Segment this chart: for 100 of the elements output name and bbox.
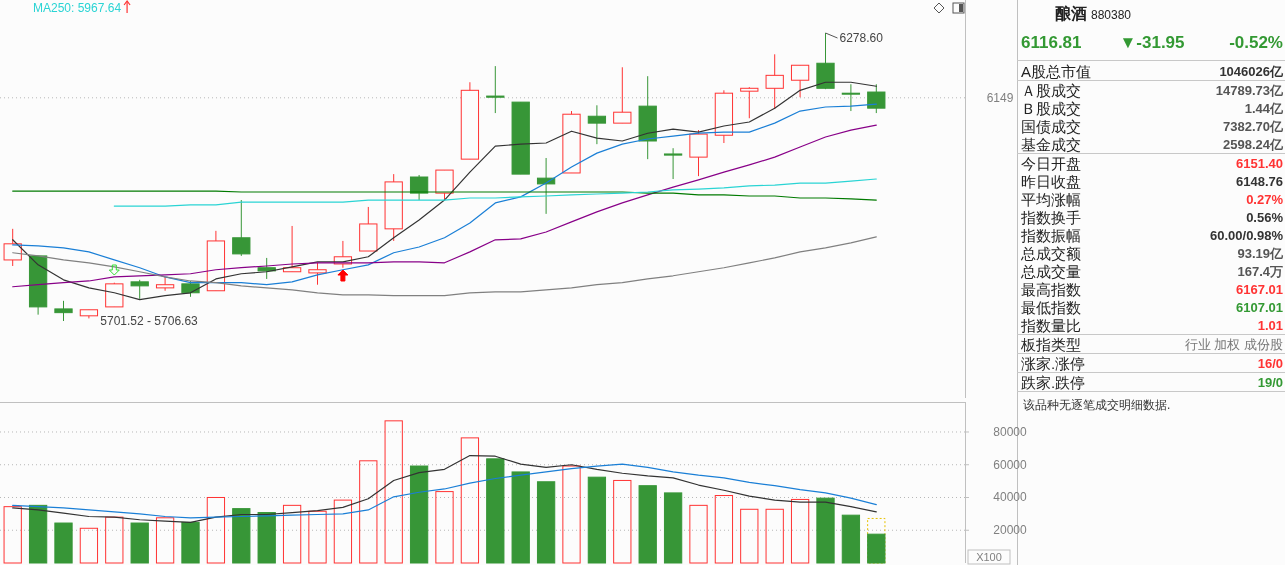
category-label: 基金成交 bbox=[1021, 135, 1081, 153]
category-label: 最高指数 bbox=[1021, 280, 1081, 298]
bar bbox=[130, 522, 149, 564]
annotation: 5701.52 - 5706.63 bbox=[100, 314, 199, 328]
text: 6148.76 bbox=[1236, 173, 1283, 189]
candlestick bbox=[867, 83, 886, 114]
bar bbox=[790, 498, 810, 564]
text: 7382.70亿 bbox=[1223, 118, 1283, 134]
category-label: 板指类型 bbox=[1020, 335, 1081, 353]
bar bbox=[511, 471, 530, 564]
text: 6107.01 bbox=[1236, 299, 1283, 315]
text: 880380 bbox=[1091, 8, 1132, 22]
text: X100 bbox=[976, 551, 1002, 563]
candlestick bbox=[435, 169, 454, 201]
candlestick bbox=[613, 66, 632, 124]
candlestick bbox=[740, 86, 759, 119]
bar bbox=[816, 497, 835, 564]
bar bbox=[232, 508, 251, 564]
text: 1.44亿 bbox=[1244, 100, 1283, 116]
category-label: 总成交额 bbox=[1020, 244, 1081, 262]
candlestick bbox=[130, 279, 149, 300]
text: 1046026亿 bbox=[1219, 63, 1283, 79]
bar bbox=[206, 496, 226, 564]
category-label: 平均涨幅 bbox=[1021, 190, 1081, 208]
bar bbox=[613, 479, 632, 564]
bar bbox=[181, 521, 200, 564]
candlestick bbox=[486, 65, 505, 114]
y-tick-label: 80000 bbox=[993, 424, 1028, 439]
bar bbox=[3, 506, 22, 564]
bar bbox=[562, 465, 581, 564]
text: 19/0 bbox=[1257, 374, 1283, 390]
candlestick bbox=[308, 262, 327, 286]
bar bbox=[308, 510, 327, 564]
bar bbox=[587, 476, 607, 564]
y-tick-label: 60000 bbox=[993, 457, 1028, 472]
category-label: A股总市值 bbox=[1021, 62, 1092, 80]
bar bbox=[689, 504, 708, 564]
category-label: 指数换手 bbox=[1020, 208, 1081, 226]
bar bbox=[536, 481, 556, 564]
bar bbox=[282, 504, 302, 564]
candlestick bbox=[765, 53, 784, 110]
candlestick bbox=[689, 129, 708, 177]
category-label: 指数振幅 bbox=[1020, 226, 1081, 244]
category-label: 昨日收盘 bbox=[1021, 172, 1081, 190]
bar bbox=[79, 527, 99, 564]
category-label: 国债成交 bbox=[1021, 117, 1081, 135]
text: 6151.40 bbox=[1236, 155, 1283, 171]
category-label: Ｂ股成交 bbox=[1021, 99, 1081, 117]
text: 行业 加权 成份股 bbox=[1184, 336, 1283, 352]
bar bbox=[105, 516, 124, 564]
y-tick-label: 40000 bbox=[993, 490, 1028, 505]
candlestick bbox=[3, 228, 22, 267]
text: ▼-31.95 bbox=[1119, 33, 1185, 52]
category-label: 指数量比 bbox=[1020, 316, 1081, 334]
candlestick bbox=[587, 104, 607, 145]
text: 6116.81 bbox=[1021, 33, 1082, 52]
annotation: 6278.60 bbox=[839, 31, 884, 45]
bar bbox=[714, 495, 734, 564]
text: 酿酒 bbox=[1055, 5, 1087, 22]
bar bbox=[54, 522, 73, 564]
text: MA250: 5967.64 bbox=[33, 1, 122, 15]
bar bbox=[333, 499, 353, 564]
text: 0.27% bbox=[1246, 191, 1283, 207]
candlestick bbox=[232, 199, 251, 257]
candlestick bbox=[54, 300, 73, 322]
candlestick bbox=[155, 276, 175, 292]
bar bbox=[740, 508, 759, 564]
text: 1.01 bbox=[1257, 317, 1283, 333]
bar bbox=[841, 514, 861, 564]
bar bbox=[638, 485, 657, 564]
text: -0.52% bbox=[1229, 33, 1283, 52]
bar bbox=[663, 492, 683, 564]
text: 2598.24亿 bbox=[1223, 136, 1283, 152]
candlestick bbox=[790, 64, 810, 98]
line-series bbox=[12, 454, 877, 523]
text: 167.4万 bbox=[1237, 263, 1283, 279]
text: 6167.01 bbox=[1236, 281, 1283, 297]
text: 60.00/0.98% bbox=[1209, 227, 1283, 243]
bar bbox=[257, 512, 276, 564]
text: 6149 bbox=[986, 90, 1014, 105]
bar bbox=[409, 465, 429, 564]
y-tick-label: 20000 bbox=[993, 523, 1028, 538]
text: 93.19亿 bbox=[1237, 245, 1283, 261]
category-label: Ａ股成交 bbox=[1021, 81, 1081, 99]
category-label: 跌家.跌停 bbox=[1021, 373, 1086, 391]
text: 该品种无逐笔成交明细数据. bbox=[1023, 398, 1171, 412]
candlestick bbox=[841, 83, 861, 112]
category-label: 涨家.涨停 bbox=[1021, 354, 1086, 372]
category-label: 今日开盘 bbox=[1021, 154, 1081, 172]
bar bbox=[384, 420, 403, 564]
text: 16/0 bbox=[1257, 355, 1283, 371]
bar bbox=[765, 508, 784, 564]
category-label: 最低指数 bbox=[1021, 298, 1081, 316]
bar bbox=[867, 533, 886, 564]
candlestick bbox=[257, 257, 276, 280]
bar bbox=[155, 517, 175, 564]
bar bbox=[486, 458, 505, 564]
text: 0.56% bbox=[1246, 209, 1283, 225]
bar bbox=[435, 491, 454, 564]
category-label: 总成交量 bbox=[1020, 262, 1081, 280]
